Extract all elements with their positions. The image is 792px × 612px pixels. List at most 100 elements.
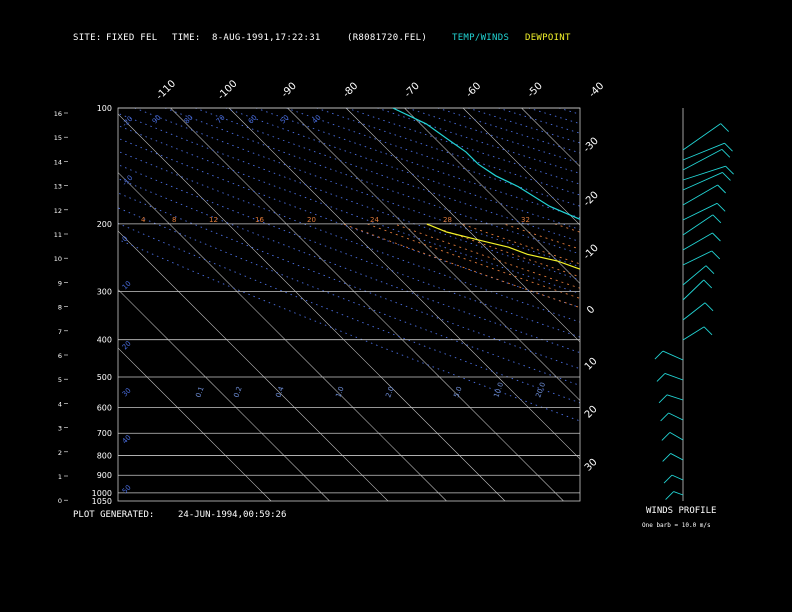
isotherm-line (118, 113, 506, 501)
moist-adiabat-line (425, 223, 580, 278)
pressure-tick-label: 100 (97, 104, 112, 113)
height-tick-label: 9 (58, 279, 62, 287)
top-temp-label: -40 (587, 81, 606, 100)
wind-barb-flag (703, 326, 713, 336)
temperature-line (392, 108, 580, 220)
dry-adiabat-label-upper: 80 (183, 113, 195, 125)
dry-adiabat-line (118, 125, 580, 295)
dry-adiabat-line (164, 108, 580, 255)
wind-barb-flag (661, 432, 671, 441)
moist-adiabat-label: 16 (255, 216, 264, 224)
height-tick-label: 2 (58, 449, 62, 457)
isotherm-line (228, 108, 580, 460)
height-tick-label: 3 (58, 425, 62, 433)
dry-adiabat-line (620, 108, 792, 501)
isotherm-line (579, 108, 580, 109)
moist-adiabat-line (366, 223, 580, 299)
wind-barb-flag (711, 250, 721, 260)
top-temp-label: -110 (154, 78, 178, 102)
winds-profile-title: WINDS PROFILE (646, 506, 717, 516)
dry-adiabat-line (528, 108, 580, 125)
height-tick-label: 5 (58, 376, 62, 384)
height-tick-label: 7 (58, 328, 62, 336)
wind-barb-flag (663, 474, 673, 484)
pressure-tick-label: 1000 (92, 489, 112, 498)
height-tick-label: 16 (54, 110, 62, 118)
dry-adiabat-label: 10 (121, 279, 133, 291)
wind-barb (682, 165, 726, 181)
moist-adiabat-label: 32 (521, 216, 530, 224)
moist-adiabat-line (764, 224, 792, 501)
moist-adiabat-label: 20 (307, 216, 316, 224)
wind-barb (682, 142, 725, 161)
mixing-ratio-label: 5.0 (452, 385, 463, 398)
isotherm-line (462, 108, 580, 226)
wind-barb-flag (662, 453, 671, 462)
height-tick-label: 6 (58, 352, 62, 360)
wind-barb (673, 491, 684, 496)
wind-barb-flag (703, 279, 713, 289)
wind-barb (682, 250, 712, 266)
wind-barb (682, 148, 723, 171)
wind-barb-flag (658, 394, 668, 404)
wind-barb (670, 453, 684, 461)
top-temp-label: -50 (526, 81, 545, 100)
wind-barb-flag (725, 165, 734, 175)
top-temp-label: -90 (280, 81, 299, 100)
dry-adiabat-label-upper: 90 (151, 113, 163, 125)
mixing-ratio-line (754, 340, 792, 501)
dry-adiabat-line (376, 108, 580, 174)
top-temp-label: -100 (216, 78, 240, 102)
dry-adiabat-line (118, 207, 580, 386)
right-temp-label: 20 (583, 404, 600, 421)
dry-adiabat-line (589, 108, 792, 501)
file-name: (R8081720.FEL) (347, 33, 428, 43)
dry-adiabat-label: 0 (121, 235, 130, 244)
dry-adiabat-line (118, 137, 580, 309)
wind-barb-flag (665, 491, 674, 500)
dry-adiabat-line (467, 108, 580, 144)
pressure-tick-label: 1050 (92, 497, 112, 506)
wind-barb-flag (660, 412, 669, 422)
wind-barb-flag (721, 149, 731, 158)
wind-barb-flag (656, 373, 666, 382)
dry-adiabat-label: -10 (121, 174, 135, 188)
wind-barb (682, 326, 705, 341)
dry-adiabat-label: -20 (121, 115, 135, 129)
site-value: FIXED FEL (106, 33, 158, 43)
isotherm-line (170, 108, 564, 501)
wind-barb (682, 232, 713, 251)
moist-adiabat-label: 12 (209, 216, 218, 224)
height-tick-label: 12 (54, 207, 62, 215)
wind-barb-flag (722, 172, 731, 181)
isotherm-line (118, 289, 330, 501)
wind-barb-flag (712, 214, 722, 224)
dry-adiabat-label-upper: 40 (311, 113, 323, 125)
wind-barb (682, 172, 723, 191)
isotherm-line (118, 172, 447, 501)
pressure-tick-label: 400 (97, 336, 112, 345)
dry-adiabat-line (118, 238, 580, 422)
dry-adiabat-label: 20 (121, 339, 133, 351)
legend-dewpoint: DEWPOINT (525, 33, 571, 43)
pressure-tick-label: 500 (97, 373, 112, 382)
right-temp-label: 0 (585, 304, 597, 316)
right-temp-label: 10 (583, 356, 600, 373)
dry-adiabat-line (118, 178, 580, 354)
top-temp-label: -70 (403, 81, 422, 100)
wind-barb (664, 373, 684, 381)
isotherm-line (521, 108, 580, 167)
height-tick-label: 13 (54, 183, 62, 191)
wind-barb-flag (716, 203, 726, 212)
mixing-ratio-label: 20.0 (534, 381, 547, 398)
isotherm-line (287, 108, 580, 401)
wind-barb (668, 412, 684, 421)
wind-barb-flag (654, 350, 664, 360)
wind-barb (666, 394, 684, 401)
moist-adiabat-label: 8 (172, 216, 176, 224)
moist-adiabat-line (342, 223, 580, 309)
mixing-ratio-label: 2.0 (384, 385, 395, 398)
dry-adiabat-label-upper: 60 (247, 113, 259, 125)
height-tick-label: 1 (58, 473, 62, 481)
